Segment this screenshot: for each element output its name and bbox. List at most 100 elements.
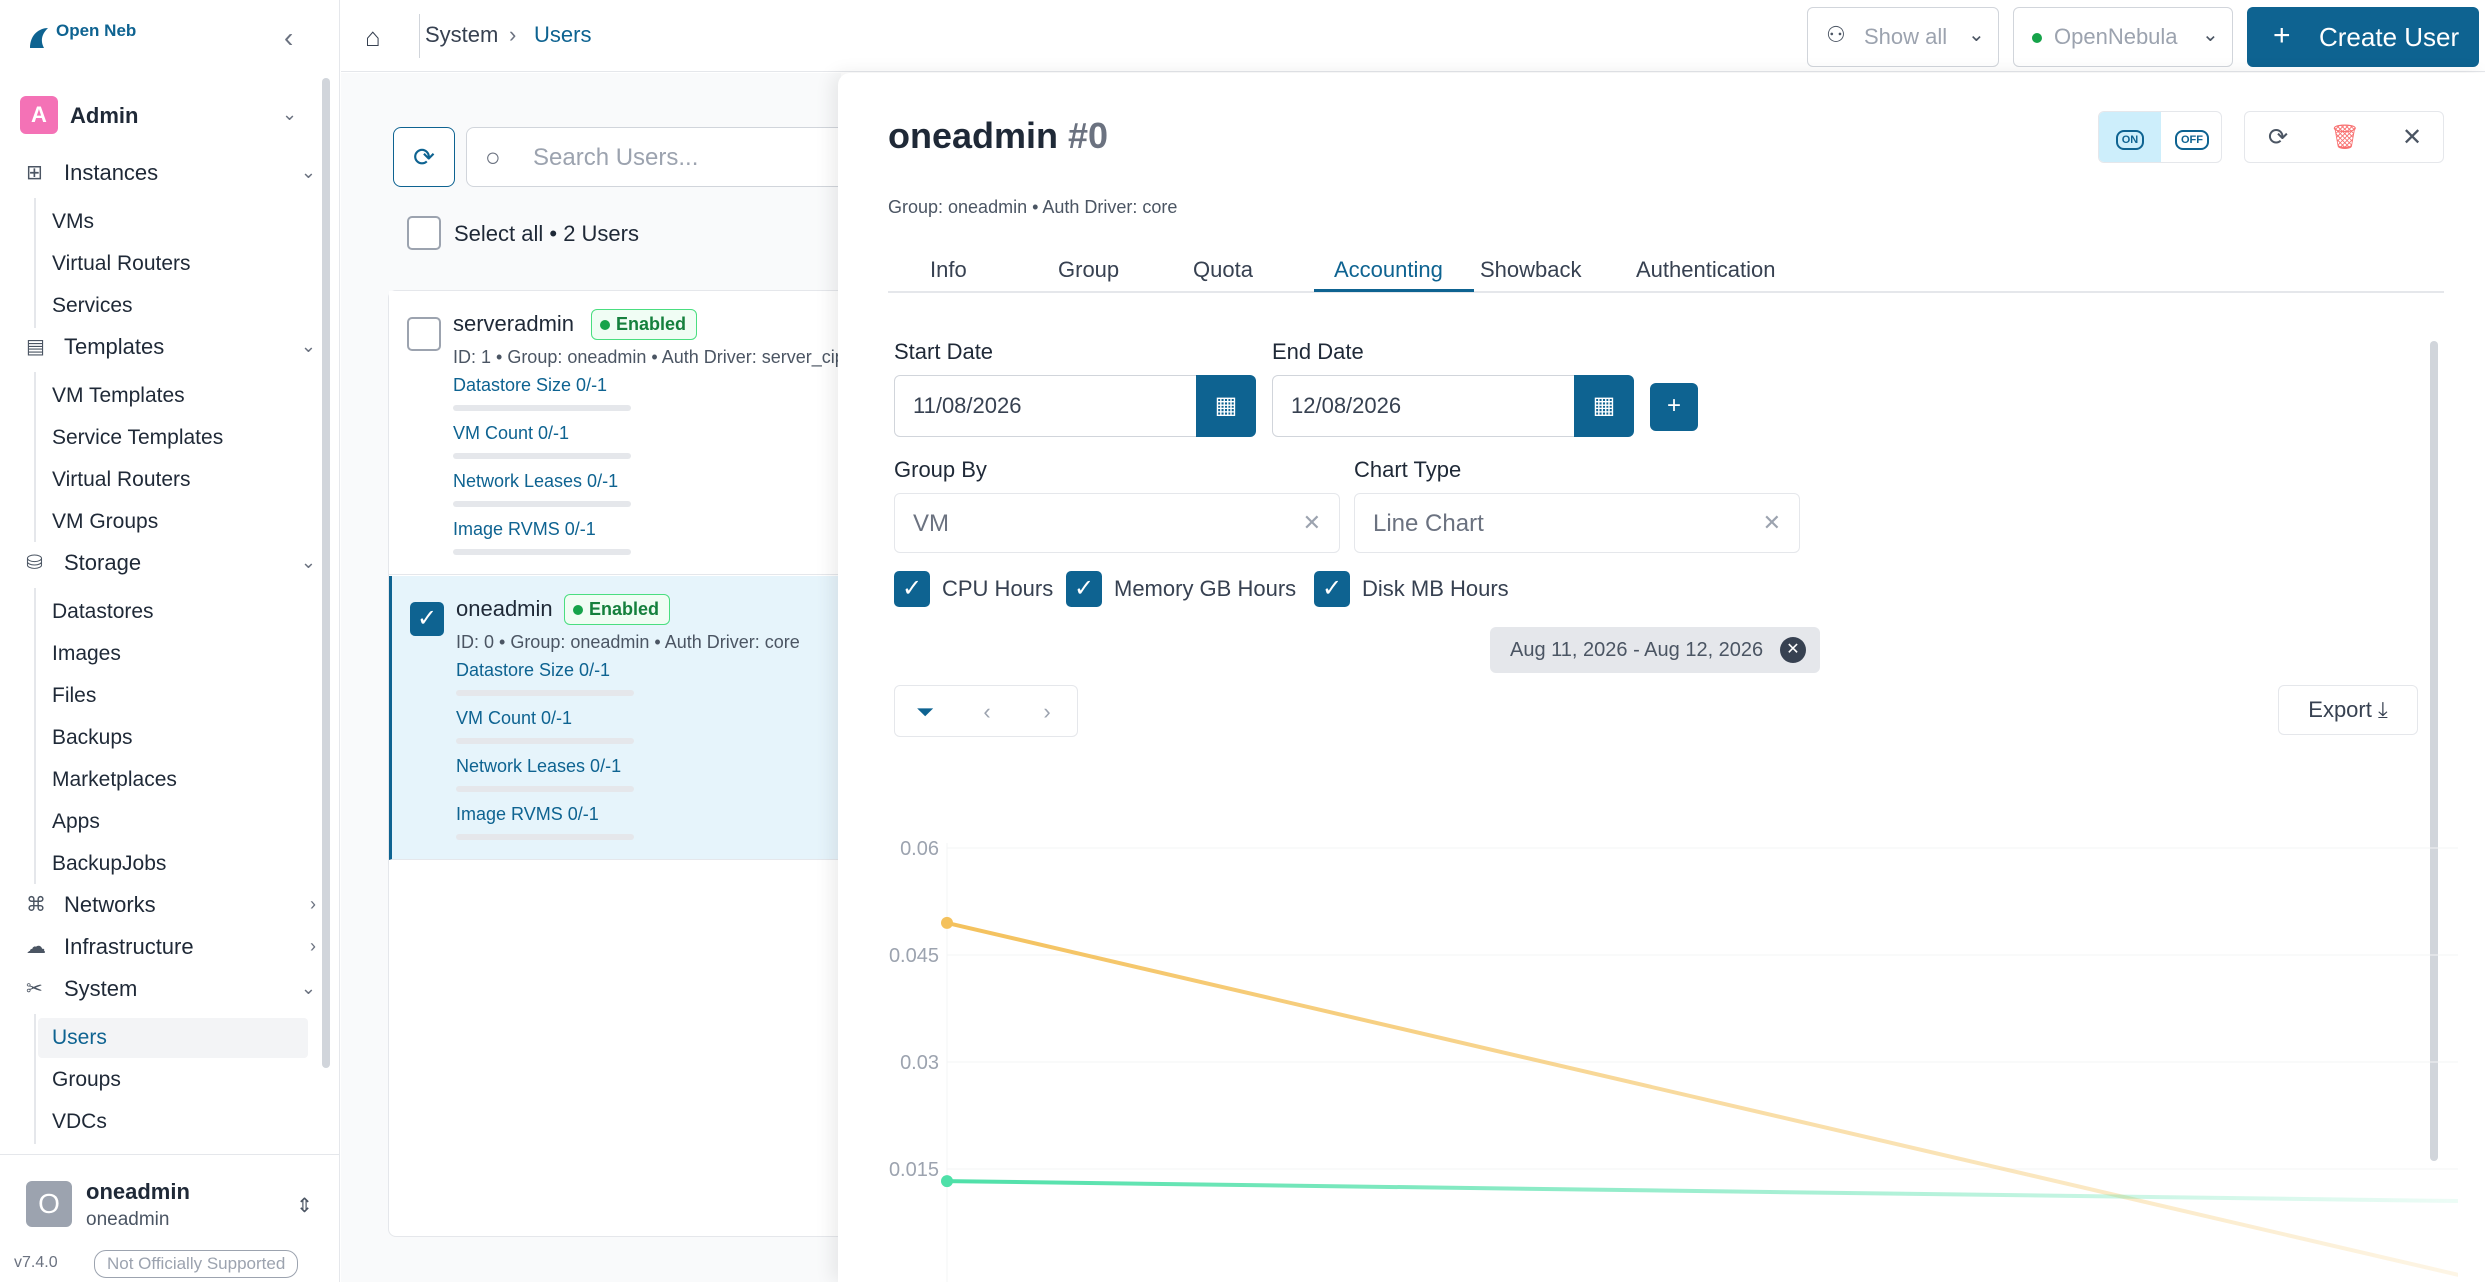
quota-bar <box>456 738 634 744</box>
memory-hours-label: Memory GB Hours <box>1114 576 1297 601</box>
data-point[interactable] <box>941 1175 953 1188</box>
quota-label: Image RVMS 0/-1 <box>453 519 596 539</box>
tab-info[interactable]: Info <box>930 257 967 282</box>
nav-section-instances[interactable]: ⊞ Instances ⌄ <box>26 156 316 192</box>
nav-item-backupjobs[interactable]: BackupJobs <box>52 852 167 875</box>
row-checkbox[interactable] <box>407 317 441 351</box>
show-all-button[interactable]: ⚇ Show all ⌄ <box>1807 7 1999 67</box>
nav-item-vm-groups[interactable]: VM Groups <box>52 510 159 533</box>
tab-authentication[interactable]: Authentication <box>1636 257 1776 282</box>
nav-item-service-templates[interactable]: Service Templates <box>52 426 224 449</box>
nav-section-networks[interactable]: ⌘ Networks › <box>26 888 316 924</box>
user-meta: ID: 0 • Group: oneadmin • Auth Driver: c… <box>456 632 800 652</box>
nav-section-label: Instances <box>64 160 159 185</box>
nav-item-vm-templates[interactable]: VM Templates <box>52 384 185 407</box>
user-meta: ID: 1 • Group: oneadmin • Auth Driver: s… <box>453 347 871 367</box>
table-row[interactable]: serveradmin Enabled ID: 1 • Group: onead… <box>389 291 889 575</box>
tab-group[interactable]: Group <box>1058 257 1120 282</box>
chevron-right-icon: › <box>310 894 316 914</box>
search-input[interactable]: ○ Search Users... <box>466 127 886 187</box>
enable-button[interactable]: ON <box>2099 112 2161 162</box>
panel-scrollbar[interactable] <box>2430 341 2438 1161</box>
nav-item-files[interactable]: Files <box>52 684 97 707</box>
filter-icon[interactable]: ⏷ <box>916 699 934 724</box>
clear-icon[interactable]: ✕ <box>1302 510 1321 535</box>
cloud-icon: ☁ <box>26 936 46 958</box>
memory-hours-checkbox[interactable]: ✓ <box>1066 571 1102 607</box>
chevron-down-icon: ⌄ <box>300 552 316 572</box>
opennebula-logo[interactable]: Open Nebula <box>26 18 161 58</box>
panel-meta: Group: oneadmin • Auth Driver: core <box>888 197 1178 217</box>
sidebar-scrollbar[interactable] <box>322 78 330 1068</box>
tab-accounting[interactable]: Accounting <box>1334 257 1443 282</box>
chevron-right-icon: › <box>509 22 517 47</box>
chart-type-select[interactable]: Line Chart ✕ <box>1354 493 1800 553</box>
user-menu[interactable]: O oneadmin oneadmin ⇕ <box>0 1154 340 1282</box>
add-range-button[interactable]: + <box>1650 383 1698 431</box>
y-tick-label: 0.06 <box>900 838 939 860</box>
data-point[interactable] <box>941 916 953 929</box>
tab-showback[interactable]: Showback <box>1480 257 1582 282</box>
chevron-left-icon[interactable]: ‹ <box>983 699 991 724</box>
refresh-button[interactable]: ⟳ <box>393 127 455 187</box>
disable-button[interactable]: OFF <box>2161 112 2221 162</box>
select-all-checkbox[interactable] <box>407 216 441 250</box>
quota-bar <box>453 501 631 507</box>
y-tick-label: 0.015 <box>889 1159 939 1181</box>
home-icon[interactable]: ⌂ <box>365 22 381 52</box>
chevron-right-icon[interactable]: › <box>1043 699 1051 724</box>
nav-section-label: System <box>64 976 138 1001</box>
breadcrumb-system[interactable]: System <box>425 22 499 47</box>
start-date-label: Start Date <box>894 339 994 364</box>
start-date-input[interactable]: 11/08/2026 <box>894 375 1198 437</box>
nav-item-virtual-routers[interactable]: Virtual Routers <box>52 252 191 275</box>
nav-item-virtual-routers-templates[interactable]: Virtual Routers <box>52 468 191 491</box>
nav-item-apps[interactable]: Apps <box>52 810 100 833</box>
on-icon: ON <box>2115 130 2145 150</box>
support-badge: Not Officially Supported <box>94 1250 299 1278</box>
nav-item-vdcs[interactable]: VDCs <box>52 1110 107 1133</box>
nav-item-services[interactable]: Services <box>52 294 133 317</box>
cpu-hours-checkbox[interactable]: ✓ <box>894 571 930 607</box>
chart-type-label: Chart Type <box>1354 457 1462 482</box>
status-badge: Enabled <box>564 594 671 625</box>
chevron-left-icon[interactable]: ‹ <box>284 22 294 53</box>
clear-icon[interactable]: ✕ <box>1762 510 1781 535</box>
nav-item-datastores[interactable]: Datastores <box>52 600 154 623</box>
quota-label: VM Count 0/-1 <box>453 423 570 443</box>
group-selector[interactable]: A Admin ⌄ <box>20 96 310 136</box>
calendar-icon[interactable]: ▦ <box>1574 375 1634 437</box>
row-checkbox[interactable]: ✓ <box>410 602 444 636</box>
zone-selector[interactable]: OpenNebula ⌄ <box>2013 7 2233 67</box>
nav-item-images[interactable]: Images <box>52 642 121 665</box>
nav-item-vms[interactable]: VMs <box>52 210 94 233</box>
close-icon[interactable]: ✕ <box>1780 637 1806 663</box>
calendar-icon[interactable]: ▦ <box>1196 375 1256 437</box>
nav-section-infrastructure[interactable]: ☁ Infrastructure › <box>26 930 316 966</box>
quota-label: Network Leases 0/-1 <box>456 756 622 776</box>
delete-icon[interactable]: 🗑 <box>2329 124 2361 151</box>
close-icon[interactable]: ✕ <box>2401 124 2423 151</box>
nav-section-templates[interactable]: ▤ Templates ⌄ <box>26 330 316 366</box>
disk-hours-checkbox[interactable]: ✓ <box>1314 571 1350 607</box>
quota-bar <box>453 405 631 411</box>
refresh-icon[interactable]: ⟳ <box>2267 124 2289 151</box>
nav-item-groups[interactable]: Groups <box>52 1068 121 1091</box>
user-name: oneadmin <box>86 1179 190 1204</box>
tab-quota[interactable]: Quota <box>1193 257 1253 282</box>
nav-section-system[interactable]: ✂ System ⌄ <box>26 972 316 1008</box>
end-date-input[interactable]: 12/08/2026 <box>1272 375 1576 437</box>
nav-section-label: Networks <box>64 892 156 917</box>
chevron-down-icon: ⌄ <box>300 336 316 356</box>
nav-section-storage[interactable]: ⛁ Storage ⌄ <box>26 546 316 582</box>
table-row[interactable]: ✓ oneadmin Enabled ID: 0 • Group: oneadm… <box>389 576 889 860</box>
nav-item-marketplaces[interactable]: Marketplaces <box>52 768 177 791</box>
nav-item-backups[interactable]: Backups <box>52 726 133 749</box>
create-user-button[interactable]: + Create User <box>2247 7 2479 67</box>
group-by-select[interactable]: VM ✕ <box>894 493 1340 553</box>
export-button[interactable]: Export ⤓ <box>2278 685 2418 735</box>
breadcrumb-users: Users <box>534 22 592 47</box>
select-all-label: Select all • 2 Users <box>454 221 639 246</box>
off-icon: OFF <box>2175 130 2209 150</box>
nav-item-users[interactable]: Users <box>52 1026 107 1049</box>
